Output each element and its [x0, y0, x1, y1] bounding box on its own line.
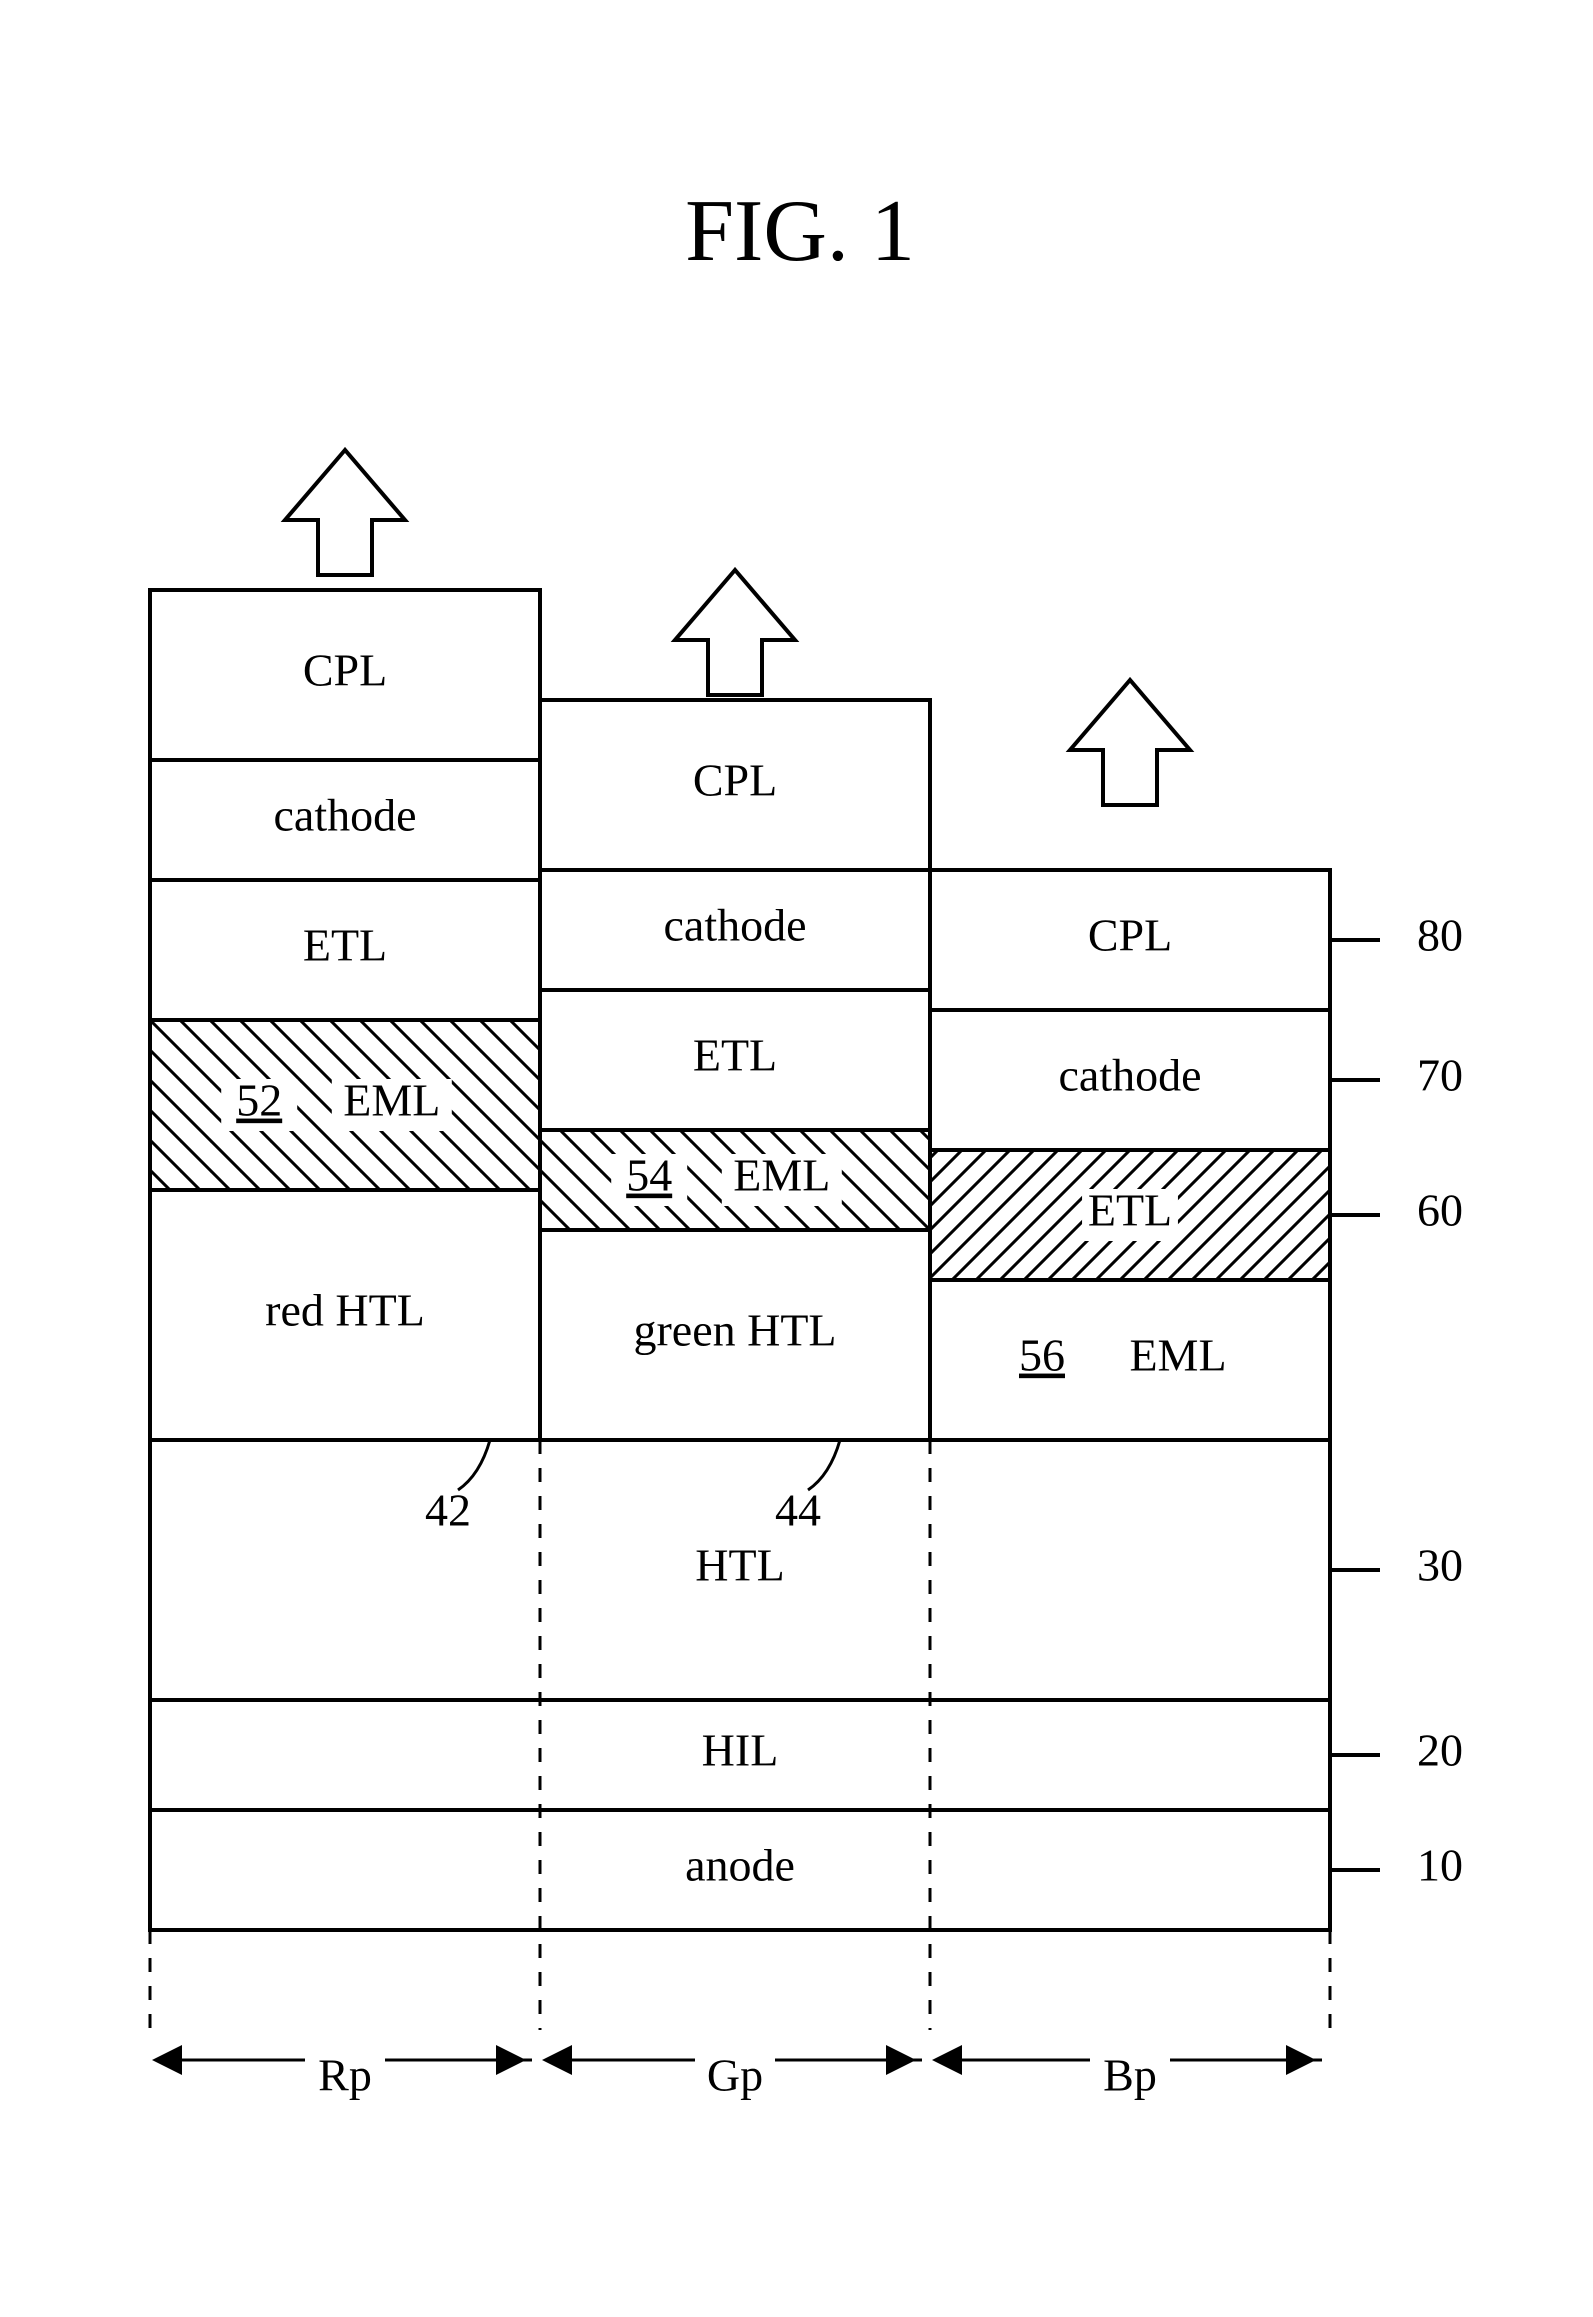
figure-title: FIG. 1 [685, 183, 915, 280]
leader-label-42: 42 [425, 1485, 471, 1536]
layer-g-eml-label: EML [733, 1150, 830, 1201]
leader-label-44: 44 [775, 1485, 821, 1536]
callout-30: 30 [1417, 1540, 1463, 1591]
layer-g-htl-label: green HTL [633, 1305, 836, 1356]
region-label-Bp: Bp [1103, 2050, 1157, 2101]
layer-g-etl-label: ETL [693, 1030, 777, 1081]
callout-20: 20 [1417, 1725, 1463, 1776]
sub-52: 52 [236, 1075, 282, 1126]
callout-80: 80 [1417, 910, 1463, 961]
region-label-Gp: Gp [707, 2050, 763, 2101]
layer-r-cpl-label: CPL [303, 645, 387, 696]
region-label-Rp: Rp [318, 2050, 372, 2101]
layer-b-eml-label: EML [1129, 1330, 1226, 1381]
layer-anode-label: anode [685, 1840, 795, 1891]
layer-g-cpl-label: CPL [693, 755, 777, 806]
emission-arrow-Bp [1070, 680, 1190, 805]
layer-b-cpl-label: CPL [1088, 910, 1172, 961]
layer-r-eml-label: EML [343, 1075, 440, 1126]
layer-r-cathode-label: cathode [273, 790, 416, 841]
sub-54: 54 [626, 1150, 672, 1201]
emission-arrow-Gp [675, 570, 795, 695]
callout-60: 60 [1417, 1185, 1463, 1236]
emission-arrow-Rp [285, 450, 405, 575]
layer-htl-label: HTL [695, 1540, 784, 1591]
layer-hil-label: HIL [702, 1725, 779, 1776]
layer-g-cathode-label: cathode [663, 900, 806, 951]
sub-56: 56 [1019, 1330, 1065, 1381]
layer-b-etl-label: ETL [1088, 1185, 1172, 1236]
layer-r-htl-label: red HTL [265, 1285, 425, 1336]
callout-70: 70 [1417, 1050, 1463, 1101]
layer-r-etl-label: ETL [303, 920, 387, 971]
callout-10: 10 [1417, 1840, 1463, 1891]
layer-b-cathode-label: cathode [1058, 1050, 1201, 1101]
